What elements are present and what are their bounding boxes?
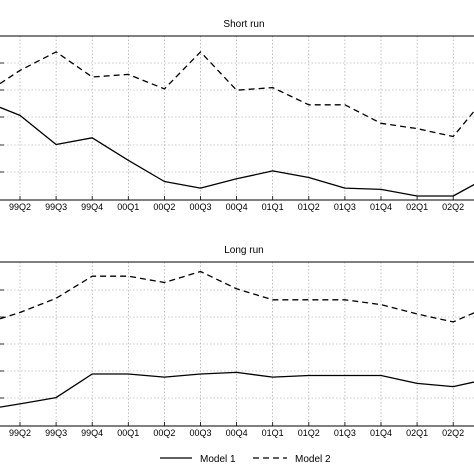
short-run-x-tick-label: 00Q2 <box>153 202 175 212</box>
short-run-x-tick-label: 02Q1 <box>406 202 428 212</box>
long-run-x-tick-label: 00Q3 <box>189 428 211 438</box>
long-run-model-1-line <box>0 371 474 408</box>
long-run-x-tick-label: 00Q2 <box>153 428 175 438</box>
long-run-x-tick-label: 01Q4 <box>370 428 392 438</box>
short-run-axes-frame <box>0 35 474 201</box>
long-run-x-tick-label: 99Q2 <box>9 428 31 438</box>
short-run-x-tick-label: 01Q3 <box>334 202 356 212</box>
legend: Model 1 Model 2 <box>160 454 331 465</box>
short-run-panel: Short run 99Q2 99Q3 99Q4 00Q1 00Q2 00Q3 00Q4 01… <box>0 19 474 212</box>
long-run-x-tick-label: 01Q2 <box>298 428 320 438</box>
short-run-x-tick-label: 01Q1 <box>262 202 284 212</box>
short-run-x-tick-label: 00Q3 <box>189 202 211 212</box>
long-run-x-tick-label: 00Q1 <box>117 428 139 438</box>
short-run-x-tick-label: 99Q4 <box>81 202 103 212</box>
short-run-model-1-line <box>0 106 474 197</box>
long-run-x-tick-label: 99Q3 <box>45 428 67 438</box>
short-run-x-tick-label: 99Q2 <box>9 202 31 212</box>
short-run-model-2-line <box>0 51 474 138</box>
short-run-title: Short run <box>223 19 264 30</box>
long-run-x-tick-label: 01Q1 <box>262 428 284 438</box>
long-run-x-tick-label: 01Q3 <box>334 428 356 438</box>
long-run-x-tick-label: 99Q4 <box>81 428 103 438</box>
short-run-x-tick-label: 99Q3 <box>45 202 67 212</box>
long-run-title: Long run <box>224 245 263 256</box>
long-run-model-2-line <box>0 270 474 323</box>
legend-model-2-label: Model 2 <box>295 454 331 465</box>
legend-model-1-label: Model 1 <box>200 454 236 465</box>
long-run-x-tick-label: 02Q1 <box>406 428 428 438</box>
short-run-x-tick-label: 01Q2 <box>298 202 320 212</box>
long-run-x-tick-label: 02Q2 <box>442 428 464 438</box>
long-run-panel: Long run 99Q2 99Q3 99Q4 00Q1 00Q2 00Q3 00Q4 01Q… <box>0 245 474 438</box>
short-run-x-tick-label: 00Q4 <box>226 202 248 212</box>
short-run-x-tick-label: 00Q1 <box>117 202 139 212</box>
short-run-x-tick-label: 01Q4 <box>370 202 392 212</box>
short-run-x-tick-label: 02Q2 <box>442 202 464 212</box>
long-run-x-tick-label: 00Q4 <box>226 428 248 438</box>
